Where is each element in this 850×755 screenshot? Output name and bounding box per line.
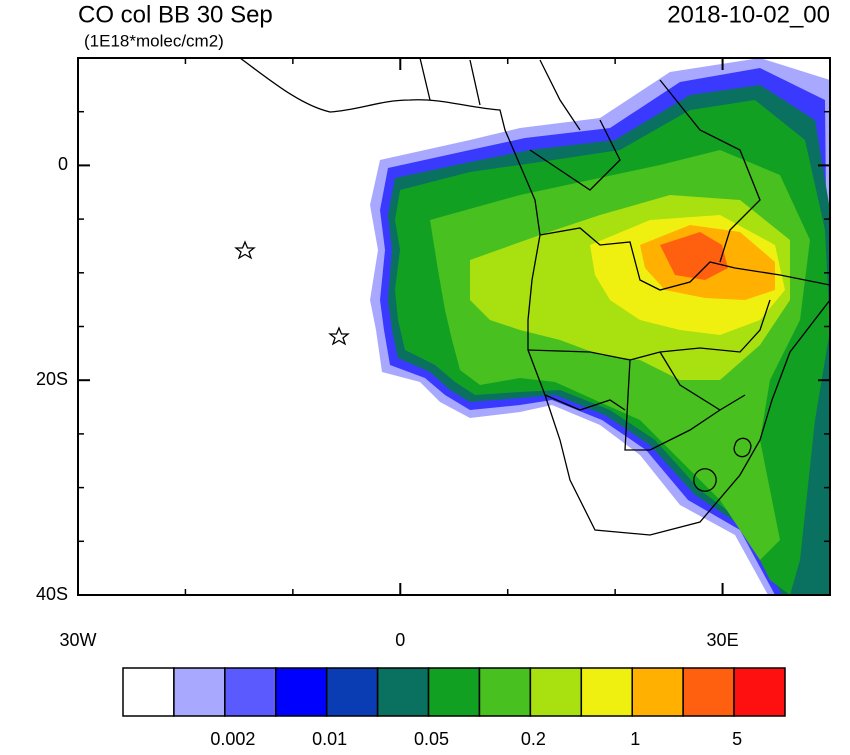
lat-label: 0	[58, 154, 68, 174]
plume-red-orange	[660, 232, 728, 280]
colorbar-box	[529, 667, 583, 717]
colorbar-box	[682, 667, 735, 717]
colorbar-box	[275, 667, 328, 717]
colorbar-box	[580, 667, 633, 717]
border	[419, 58, 830, 492]
colorbar-label: 0.002	[210, 729, 255, 749]
colorbar-box	[733, 667, 786, 717]
lon-label: 30E	[707, 630, 739, 650]
colorbar-label: 0.2	[521, 729, 546, 749]
colorbar-box	[478, 667, 532, 717]
map-title: CO col BB 30 Sep	[78, 1, 273, 28]
map-date: 2018-10-02_00	[667, 1, 830, 28]
colorbar-label: 0.05	[414, 729, 449, 749]
colorbar-box	[376, 667, 430, 717]
lon-label: 0	[395, 630, 405, 650]
lat-label: 40S	[36, 584, 68, 604]
colorbar-label: 0.01	[312, 729, 347, 749]
colorbar-box	[173, 667, 226, 717]
coastline	[239, 58, 830, 536]
colorbar-label: 5	[732, 729, 742, 749]
plume	[239, 58, 830, 595]
colorbar-box	[427, 667, 481, 717]
lat-label: 20S	[36, 369, 68, 389]
island-star	[328, 326, 350, 346]
colorbar-box	[122, 667, 175, 717]
map-units: (1E18*molec/cm2)	[84, 31, 224, 50]
colorbar-box	[325, 667, 379, 717]
lon-label: 30W	[59, 630, 96, 650]
colorbar-box	[631, 667, 684, 717]
colorbar-label: 1	[630, 729, 640, 749]
colorbar-box	[224, 667, 277, 717]
island-star	[234, 240, 256, 260]
